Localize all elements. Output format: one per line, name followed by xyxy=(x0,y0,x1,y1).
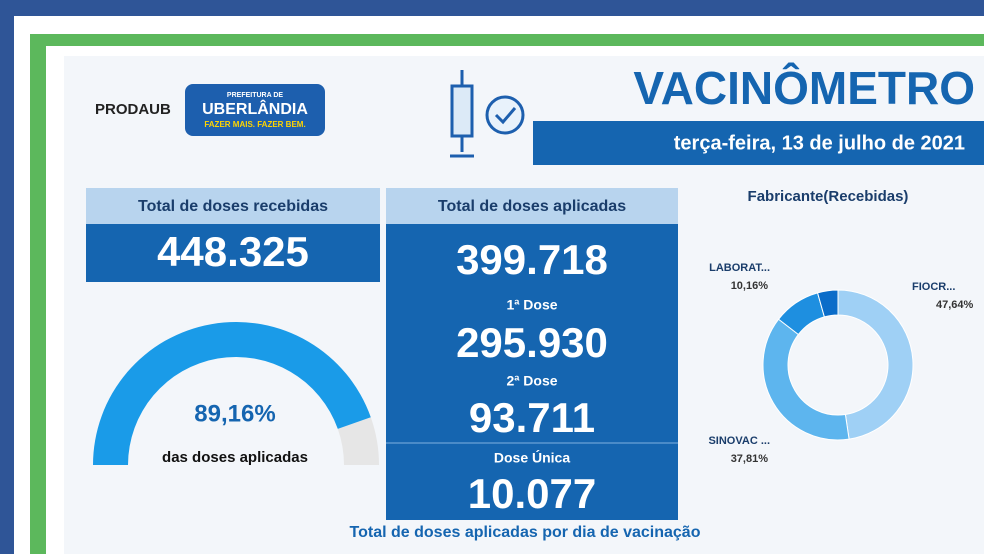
date: terça-feira, 13 de julho de 2021 xyxy=(674,132,965,154)
gauge-track xyxy=(337,417,379,465)
logo-box xyxy=(185,84,325,136)
gauge-value-label: 89,16% xyxy=(194,400,275,427)
gauge-arc xyxy=(93,322,371,465)
received-label-box xyxy=(86,188,380,224)
dose1-value: 295.930 xyxy=(456,319,608,366)
dose2-value: 93.711 xyxy=(469,394,595,441)
logo-top: PREFEITURA DE xyxy=(227,92,283,99)
donut-value-label: 10,16% xyxy=(731,280,769,292)
applied-label-box xyxy=(386,188,678,224)
single-value: 10.077 xyxy=(468,470,596,517)
donut-value-label: 37,81% xyxy=(731,453,769,465)
donut-slice xyxy=(837,289,914,440)
applied-total: 399.718 xyxy=(456,236,608,283)
donut-slice xyxy=(816,289,839,318)
received-value: 448.325 xyxy=(157,228,309,275)
logo-main: UBERLÂNDIA xyxy=(202,99,308,118)
donut-category: LABORAT... xyxy=(709,262,770,274)
logo-prodaub: PRODAUB xyxy=(95,101,171,118)
date-bar xyxy=(533,121,984,165)
applied-box xyxy=(386,224,678,520)
donut-value-label: 47,64% xyxy=(936,299,974,311)
applied-label: Total de doses aplicadas xyxy=(438,198,626,215)
dose2-label: 2ª Dose xyxy=(506,373,557,389)
logo-slogan: FAZER MAIS. FAZER BEM. xyxy=(204,120,305,129)
donut-title: Fabricante(Recebidas) xyxy=(748,188,909,205)
footer: Total de doses aplicadas por dia de vaci… xyxy=(350,524,701,541)
single-label: Dose Única xyxy=(494,449,570,466)
dose1-label: 1ª Dose xyxy=(506,297,557,313)
syringe-icon xyxy=(450,70,525,158)
donut-category: SINOVAC ... xyxy=(708,435,770,447)
title: VACINÔMETRO xyxy=(633,62,975,114)
received-value-box xyxy=(86,224,380,282)
donut-category: FIOCR... xyxy=(912,281,955,293)
received-label: Total de doses recebidas xyxy=(138,198,328,215)
gauge-caption: das doses aplicadas xyxy=(162,449,308,466)
